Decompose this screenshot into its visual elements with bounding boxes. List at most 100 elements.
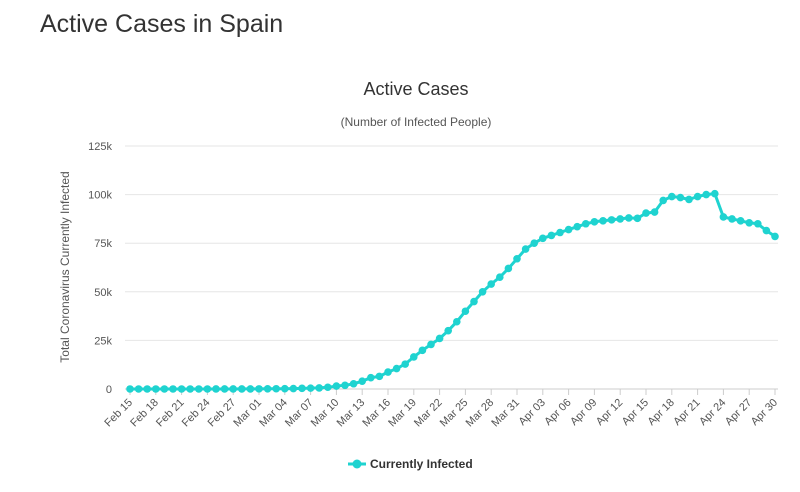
data-point[interactable]: [384, 368, 392, 376]
data-point[interactable]: [564, 225, 573, 234]
x-tick-label: Apr 21: [671, 397, 702, 428]
x-tick-label: Apr 18: [646, 397, 677, 428]
x-tick-label: Apr 06: [542, 397, 573, 428]
data-point[interactable]: [650, 208, 659, 216]
data-point[interactable]: [539, 234, 547, 243]
data-point[interactable]: [556, 228, 564, 237]
x-tick-label: Apr 12: [594, 397, 625, 428]
data-point[interactable]: [358, 377, 367, 386]
data-point[interactable]: [315, 384, 324, 392]
page-title: Active Cases in Spain: [40, 10, 284, 38]
x-tick-label: Mar 07: [283, 397, 316, 430]
data-point[interactable]: [599, 217, 607, 225]
data-point[interactable]: [367, 373, 375, 382]
data-point[interactable]: [513, 254, 521, 263]
data-point[interactable]: [134, 385, 143, 393]
x-tick-label: Mar 01: [231, 397, 264, 430]
y-tick-label: 75k: [94, 238, 112, 250]
data-point[interactable]: [229, 385, 237, 393]
data-point[interactable]: [470, 297, 478, 306]
data-point[interactable]: [625, 214, 633, 222]
data-point[interactable]: [392, 364, 401, 373]
data-point[interactable]: [410, 353, 418, 361]
data-point[interactable]: [487, 280, 496, 288]
y-tick-label: 100k: [88, 190, 112, 202]
x-tick-label: Mar 16: [360, 397, 393, 430]
data-point[interactable]: [160, 385, 169, 393]
data-point[interactable]: [461, 307, 470, 316]
data-point[interactable]: [212, 385, 220, 393]
x-tick-label: Feb 24: [180, 397, 213, 430]
x-tick-label: Mar 25: [438, 397, 471, 430]
data-point[interactable]: [289, 384, 298, 393]
data-point[interactable]: [504, 264, 513, 273]
legend-marker-swatch: [352, 459, 362, 469]
data-point[interactable]: [668, 192, 676, 201]
data-point[interactable]: [745, 218, 753, 227]
x-tick-label: Apr 30: [749, 397, 780, 428]
data-point[interactable]: [754, 219, 762, 228]
data-point[interactable]: [573, 222, 581, 231]
data-point[interactable]: [496, 273, 504, 282]
data-point[interactable]: [255, 385, 263, 393]
data-point[interactable]: [272, 384, 281, 393]
data-point[interactable]: [375, 372, 384, 381]
data-point[interactable]: [478, 288, 487, 296]
data-point[interactable]: [453, 317, 461, 326]
data-point[interactable]: [642, 209, 650, 217]
data-point[interactable]: [418, 346, 427, 355]
data-point[interactable]: [298, 384, 306, 393]
x-tick-label: Mar 22: [412, 397, 445, 430]
x-tick-label: Mar 19: [386, 397, 419, 430]
data-point[interactable]: [152, 385, 160, 393]
data-point[interactable]: [659, 196, 667, 205]
x-tick-label: Feb 18: [128, 397, 161, 430]
data-point[interactable]: [693, 192, 702, 201]
data-point[interactable]: [281, 384, 289, 393]
data-point[interactable]: [676, 193, 685, 202]
data-point[interactable]: [435, 334, 444, 343]
data-point[interactable]: [736, 217, 745, 225]
legend[interactable]: Currently Infected: [348, 457, 473, 471]
data-point[interactable]: [177, 385, 186, 393]
data-point[interactable]: [195, 385, 203, 393]
data-point[interactable]: [616, 215, 624, 223]
data-point[interactable]: [126, 385, 134, 393]
x-tick-label: Feb 21: [154, 397, 187, 430]
data-point[interactable]: [521, 245, 530, 253]
data-point[interactable]: [762, 226, 771, 235]
data-point[interactable]: [711, 189, 719, 198]
x-tick-label: Apr 03: [517, 397, 548, 428]
data-point[interactable]: [169, 385, 177, 393]
data-point[interactable]: [238, 385, 246, 393]
data-point[interactable]: [349, 379, 358, 388]
data-point[interactable]: [702, 190, 710, 199]
data-point[interactable]: [427, 340, 435, 349]
data-point[interactable]: [685, 195, 693, 204]
data-point[interactable]: [186, 385, 194, 393]
data-point[interactable]: [590, 218, 599, 226]
data-point[interactable]: [401, 360, 410, 368]
data-point[interactable]: [547, 231, 556, 240]
data-point[interactable]: [332, 382, 341, 390]
data-point[interactable]: [203, 385, 212, 393]
data-point[interactable]: [341, 381, 349, 390]
data-point[interactable]: [220, 385, 229, 393]
data-point[interactable]: [719, 213, 728, 221]
data-point[interactable]: [582, 219, 590, 228]
data-point[interactable]: [246, 385, 255, 393]
data-point[interactable]: [771, 232, 779, 241]
data-point[interactable]: [263, 385, 272, 393]
data-point[interactable]: [633, 214, 642, 223]
data-point[interactable]: [306, 384, 315, 392]
data-point[interactable]: [444, 326, 453, 335]
data-point[interactable]: [530, 239, 538, 247]
x-tick-label: Mar 28: [464, 397, 497, 430]
data-point[interactable]: [143, 385, 151, 393]
data-point[interactable]: [607, 216, 616, 224]
data-point[interactable]: [324, 383, 332, 392]
x-tick-label: Mar 13: [335, 397, 368, 430]
x-tick-label: Feb 27: [206, 397, 239, 430]
data-point[interactable]: [728, 215, 736, 223]
